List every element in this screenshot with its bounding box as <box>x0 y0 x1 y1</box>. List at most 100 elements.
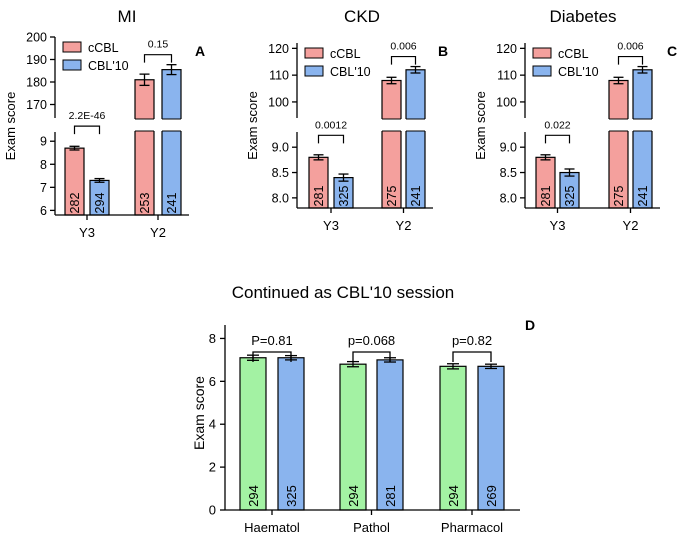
significance-bracket <box>617 55 644 65</box>
panel-d: Continued as CBL'10 session D Exam score 0 2… <box>191 283 535 535</box>
legend-swatch <box>532 47 552 59</box>
y-tick-label: 170 <box>26 98 47 112</box>
n-label: 325 <box>563 186 577 207</box>
legend-swatch <box>62 59 82 71</box>
bar <box>477 365 505 511</box>
significance-bracket <box>73 125 101 135</box>
y-tick-label: 0 <box>209 503 216 518</box>
panel-a: MI A Exam score 170 180 190 200 6 7 8 9 282 253 294 24… <box>3 7 205 240</box>
x-tick-label: Y3 <box>323 218 339 233</box>
p-value-label: 0.022 <box>544 119 570 131</box>
panel-title: Continued as CBL'10 session <box>232 283 455 302</box>
n-label: 294 <box>346 485 361 507</box>
panel-title: Diabetes <box>549 7 616 26</box>
significance-bracket <box>317 134 345 144</box>
n-label: 281 <box>383 485 398 507</box>
axis-break <box>606 119 655 131</box>
n-label: 325 <box>337 186 351 207</box>
significance-bracket <box>143 54 173 63</box>
x-tick-label: Pharmacol <box>441 520 503 535</box>
legend-label: CBL'10 <box>558 65 599 79</box>
x-tick-label: Y2 <box>150 225 166 240</box>
axis-break <box>132 119 184 131</box>
y-tick-label: 190 <box>26 53 47 67</box>
x-tick-label: Y3 <box>550 218 566 233</box>
panel-c: Diabetes C Exam score 100 110 120 8.0 8.5 9.0 281… <box>473 7 677 233</box>
legend-label: cCBL <box>330 47 361 61</box>
p-value-label: 0.006 <box>617 41 643 53</box>
n-label: 282 <box>68 193 82 214</box>
p-value-label: 0.15 <box>148 39 169 51</box>
y-tick-label: 9.0 <box>500 141 517 155</box>
y-tick-label: 180 <box>26 76 47 90</box>
legend-label: cCBL <box>558 47 589 61</box>
n-label: 325 <box>284 485 299 507</box>
y-tick-label: 120 <box>496 42 517 56</box>
x-tick-label: Y2 <box>623 218 639 233</box>
x-tick-label: Haematol <box>244 520 300 535</box>
y-tick-label: 8.0 <box>272 191 289 205</box>
panel-letter: C <box>667 43 677 59</box>
y-tick-label: 110 <box>269 69 289 83</box>
y-tick-label: 2 <box>209 460 216 475</box>
legend-swatch <box>62 41 82 53</box>
y-tick-label: 9 <box>40 135 47 149</box>
p-value-label: P=0.81 <box>251 333 293 348</box>
p-value-label: p=0.068 <box>348 333 395 348</box>
n-label: 275 <box>612 186 626 207</box>
n-label: 269 <box>484 485 499 507</box>
y-axis-label: Exam score <box>473 91 488 160</box>
n-label: 294 <box>246 485 261 507</box>
y-tick-label: 8 <box>40 158 47 172</box>
y-tick-label: 8.5 <box>272 166 289 180</box>
y-tick-label: 6 <box>209 374 216 389</box>
y-tick-label: 9.0 <box>272 141 289 155</box>
significance-bracket <box>544 134 571 144</box>
y-axis-label: Exam score <box>191 376 207 450</box>
axis-break <box>379 119 428 131</box>
bar <box>339 363 367 511</box>
p-value-label: p=0.82 <box>452 333 492 348</box>
n-label: 275 <box>385 186 399 207</box>
legend-swatch <box>304 65 324 77</box>
y-tick-label: 4 <box>209 417 216 432</box>
n-label: 241 <box>165 193 179 214</box>
n-label: 294 <box>446 485 461 507</box>
bar <box>277 357 305 511</box>
y-tick-label: 8.0 <box>500 191 517 205</box>
y-tick-label: 6 <box>40 204 47 218</box>
n-label: 241 <box>636 186 650 207</box>
significance-bracket <box>352 351 391 362</box>
n-label: 281 <box>539 186 553 207</box>
panel-letter: A <box>195 43 205 59</box>
p-value-label: 0.0012 <box>315 119 347 131</box>
x-tick-label: Y3 <box>79 225 95 240</box>
y-tick-label: 7 <box>40 181 47 195</box>
y-tick-label: 100 <box>496 95 517 109</box>
significance-bracket <box>390 55 417 65</box>
panel-title: CKD <box>344 7 380 26</box>
panel-b: CKD B Exam score 100 110 120 8.0 8.5 9.0 281 275 32… <box>245 7 448 233</box>
panel-title: MI <box>118 7 137 26</box>
p-value-label: 0.006 <box>390 41 416 53</box>
panel-letter: D <box>525 317 535 333</box>
legend-label: CBL'10 <box>88 59 129 73</box>
legend-label: cCBL <box>88 41 119 55</box>
p-value-label: 2.2E-46 <box>69 110 106 122</box>
legend-swatch <box>532 65 552 77</box>
legend-label: CBL'10 <box>330 65 371 79</box>
x-tick-label: Y2 <box>396 218 412 233</box>
y-tick-label: 110 <box>497 69 517 83</box>
y-tick-label: 200 <box>26 31 47 45</box>
n-label: 241 <box>409 186 423 207</box>
y-tick-label: 120 <box>268 42 289 56</box>
panel-letter: B <box>438 43 448 59</box>
y-tick-label: 8.5 <box>500 166 517 180</box>
legend-swatch <box>304 47 324 59</box>
y-axis-label: Exam score <box>245 91 260 160</box>
significance-bracket <box>452 351 492 362</box>
x-tick-label: Pathol <box>353 520 390 535</box>
significance-bracket <box>252 351 292 362</box>
n-label: 294 <box>93 193 107 214</box>
